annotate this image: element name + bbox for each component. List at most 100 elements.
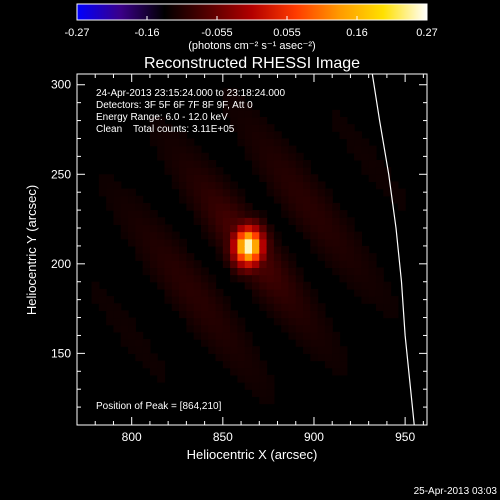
heatmap-cell <box>200 281 209 290</box>
heatmap-cell <box>179 274 187 283</box>
heatmap-cell <box>339 124 348 132</box>
heatmap-cell <box>295 324 304 333</box>
heatmap-cell <box>244 339 253 347</box>
heatmap-cell <box>252 159 260 168</box>
heatmap-cell <box>281 159 290 168</box>
colorbar-unit: (photons cm⁻² s⁻¹ asec⁻²) <box>188 40 315 52</box>
heatmap-cell <box>332 260 341 269</box>
heatmap-cell <box>193 159 202 168</box>
heatmap-cell <box>164 288 173 297</box>
colorbar-tick-label: -0.27 <box>64 27 89 39</box>
heatmap-cell <box>383 281 392 290</box>
heatmap-cell <box>383 303 392 311</box>
heatmap-cell <box>266 396 275 405</box>
heatmap-cell <box>222 102 231 111</box>
heatmap-cell <box>171 138 180 147</box>
heatmap-cell <box>310 217 319 226</box>
heatmap-cell <box>157 131 166 140</box>
heatmap-cell <box>259 260 268 269</box>
heatmap-cell <box>149 260 158 269</box>
heatmap-cell <box>244 245 253 254</box>
heatmap-cell <box>295 210 304 218</box>
heatmap-cell <box>186 288 195 297</box>
heatmap-cell <box>222 339 231 347</box>
heatmap-cell <box>354 231 362 240</box>
heatmap-cell <box>288 317 297 326</box>
heatmap-cell <box>142 231 151 240</box>
heatmap-cell <box>215 167 224 175</box>
heatmap-cell <box>237 317 246 326</box>
heatmap-cell <box>186 317 195 326</box>
heatmap-cell <box>310 303 319 311</box>
heatmap-cell <box>215 324 224 333</box>
heatmap-cell <box>259 253 268 261</box>
heatmap-cell <box>237 102 246 111</box>
heatmap-cell <box>222 310 231 319</box>
heatmap-cell <box>324 224 333 233</box>
heatmap-cell <box>149 116 158 125</box>
heatmap-cell <box>193 281 202 290</box>
heatmap-cell <box>324 331 333 340</box>
annotation-detectors: Detectors: 3F 5F 6F 7F 8F 9F, Att 0 <box>96 100 253 111</box>
heatmap-cell <box>288 288 297 297</box>
heatmap-cell <box>200 210 209 218</box>
heatmap-cell <box>288 331 297 340</box>
heatmap-cell <box>281 281 290 290</box>
heatmap-cell <box>361 274 370 283</box>
heatmap-cell <box>222 181 231 190</box>
heatmap-cell <box>208 159 217 168</box>
heatmap-cell <box>244 116 253 125</box>
heatmap-cell <box>230 245 239 254</box>
heatmap-cell <box>237 353 246 362</box>
heatmap-cell <box>186 281 195 290</box>
heatmap-cell <box>193 317 202 326</box>
heatmap-cell <box>215 174 224 183</box>
heatmap-cell <box>273 253 282 261</box>
heatmap-cell <box>215 288 224 297</box>
x-axis-label: Heliocentric X (arcsec) <box>187 447 318 462</box>
heatmap-cell <box>237 210 246 218</box>
heatmap-cell <box>230 238 239 247</box>
heatmap-cell <box>266 124 275 132</box>
colorbar-tick-label: 0.27 <box>416 27 437 39</box>
heatmap-cell <box>354 253 362 261</box>
heatmap-cell <box>149 253 158 261</box>
heatmap-cell <box>288 296 297 304</box>
heatmap-cell <box>244 102 253 111</box>
heatmap-cell <box>230 231 239 240</box>
heatmap-cell <box>281 288 290 297</box>
heatmap-cell <box>259 267 268 276</box>
heatmap-cell <box>200 339 209 347</box>
heatmap-cell <box>375 174 384 183</box>
heatmap-cell <box>120 210 129 218</box>
heatmap-cell <box>244 367 253 376</box>
heatmap-cell <box>208 188 217 197</box>
heatmap-cell <box>200 195 209 204</box>
heatmap-cell <box>281 152 290 161</box>
heatmap-cell <box>237 124 246 132</box>
heatmap-cell <box>186 303 195 311</box>
heatmap-cell <box>193 152 202 161</box>
heatmap-cell <box>237 138 246 147</box>
heatmap-cell <box>149 231 158 240</box>
heatmap-cell <box>230 102 239 111</box>
heatmap-cell <box>186 260 195 269</box>
heatmap-cell <box>317 224 326 233</box>
heatmap-cell <box>222 331 231 340</box>
heatmap-cell <box>157 124 166 132</box>
heatmap-cell <box>215 238 224 247</box>
heatmap-cell <box>375 167 384 175</box>
heatmap-cell <box>252 217 260 226</box>
heatmap-cell <box>303 317 311 326</box>
heatmap-cell <box>346 281 355 290</box>
heatmap-cell <box>120 202 129 211</box>
heatmap-cell <box>222 346 231 354</box>
heatmap-cell <box>208 167 217 175</box>
chart-title: Reconstructed RHESSI Image <box>144 55 360 72</box>
heatmap-cell <box>200 174 209 183</box>
heatmap-cell <box>215 317 224 326</box>
heatmap-cell <box>157 274 166 283</box>
heatmap-cell <box>142 238 151 247</box>
heatmap-cell <box>339 253 348 261</box>
heatmap-cell <box>208 317 217 326</box>
